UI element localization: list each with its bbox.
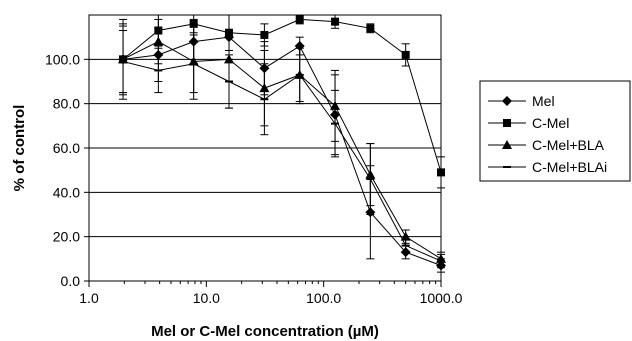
legend-item: C-Mel	[488, 115, 569, 131]
data-point-square	[366, 24, 375, 33]
x-tick-label: 1.0	[79, 290, 99, 306]
data-point-triangle	[502, 140, 512, 149]
series-line	[122, 18, 442, 173]
legend-item: Mel	[488, 93, 555, 109]
data-point-diamond	[502, 96, 512, 106]
gridlines	[89, 58, 441, 238]
legend-label: C-Mel+BLA	[532, 137, 605, 153]
data-point-triangle	[153, 36, 164, 46]
y-tick-label: 100.0	[45, 51, 80, 67]
series-line	[122, 41, 442, 260]
legend-item: C-Mel+BLAi	[488, 159, 607, 175]
x-axis: 1.0 10.0 100.0 1000.0	[79, 281, 463, 306]
x-tick-label: 1000.0	[420, 290, 463, 306]
series-group	[118, 14, 446, 273]
legend-label: C-Mel+BLAi	[532, 159, 607, 175]
legend-box	[479, 80, 631, 182]
y-axis-title: % of control	[11, 105, 28, 192]
data-point-square	[331, 17, 340, 26]
y-tick-label: 0.0	[61, 273, 81, 289]
x-axis-title: Mel or C-Mel concentration (µM)	[151, 323, 379, 340]
x-tick-label: 100.0	[306, 290, 341, 306]
y-tick-label: 60.0	[53, 140, 80, 156]
y-axis: 0.0 20.0 40.0 60.0 80.0 100.0	[45, 51, 89, 289]
data-point-square	[295, 15, 304, 24]
data-point-square	[437, 168, 445, 177]
series-line	[122, 36, 442, 266]
legend: Mel C-Mel C-Mel+BLA C-Mel+BLAi	[479, 80, 631, 182]
data-point-square	[401, 50, 410, 59]
legend-label: C-Mel	[532, 115, 569, 131]
y-tick-label: 20.0	[53, 229, 80, 245]
data-point-square	[260, 30, 269, 39]
series-mel	[118, 14, 446, 273]
series-c-mel-blai	[119, 30, 445, 269]
series-line	[122, 61, 442, 262]
data-point-square	[503, 119, 511, 127]
y-tick-label: 80.0	[53, 96, 80, 112]
legend-label: Mel	[532, 93, 555, 109]
x-tick-label: 10.0	[193, 290, 220, 306]
legend-item: C-Mel+BLA	[488, 137, 605, 153]
series-c-mel	[119, 14, 445, 189]
y-tick-label: 40.0	[53, 184, 80, 200]
